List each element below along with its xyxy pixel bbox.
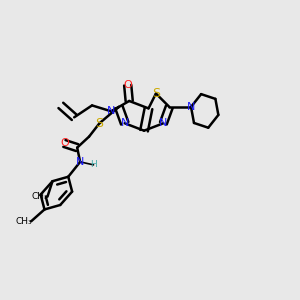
Text: CH₃: CH₃ bbox=[15, 217, 32, 226]
Text: O: O bbox=[123, 80, 132, 90]
Text: H: H bbox=[90, 160, 97, 169]
Text: N: N bbox=[187, 102, 195, 112]
Text: N: N bbox=[76, 157, 84, 167]
Text: CH₃: CH₃ bbox=[32, 192, 48, 201]
Text: N: N bbox=[121, 118, 129, 128]
Text: S: S bbox=[152, 87, 160, 100]
Text: N: N bbox=[107, 106, 116, 116]
Text: N: N bbox=[159, 118, 168, 128]
Text: S: S bbox=[95, 117, 104, 130]
Text: O: O bbox=[60, 139, 69, 148]
